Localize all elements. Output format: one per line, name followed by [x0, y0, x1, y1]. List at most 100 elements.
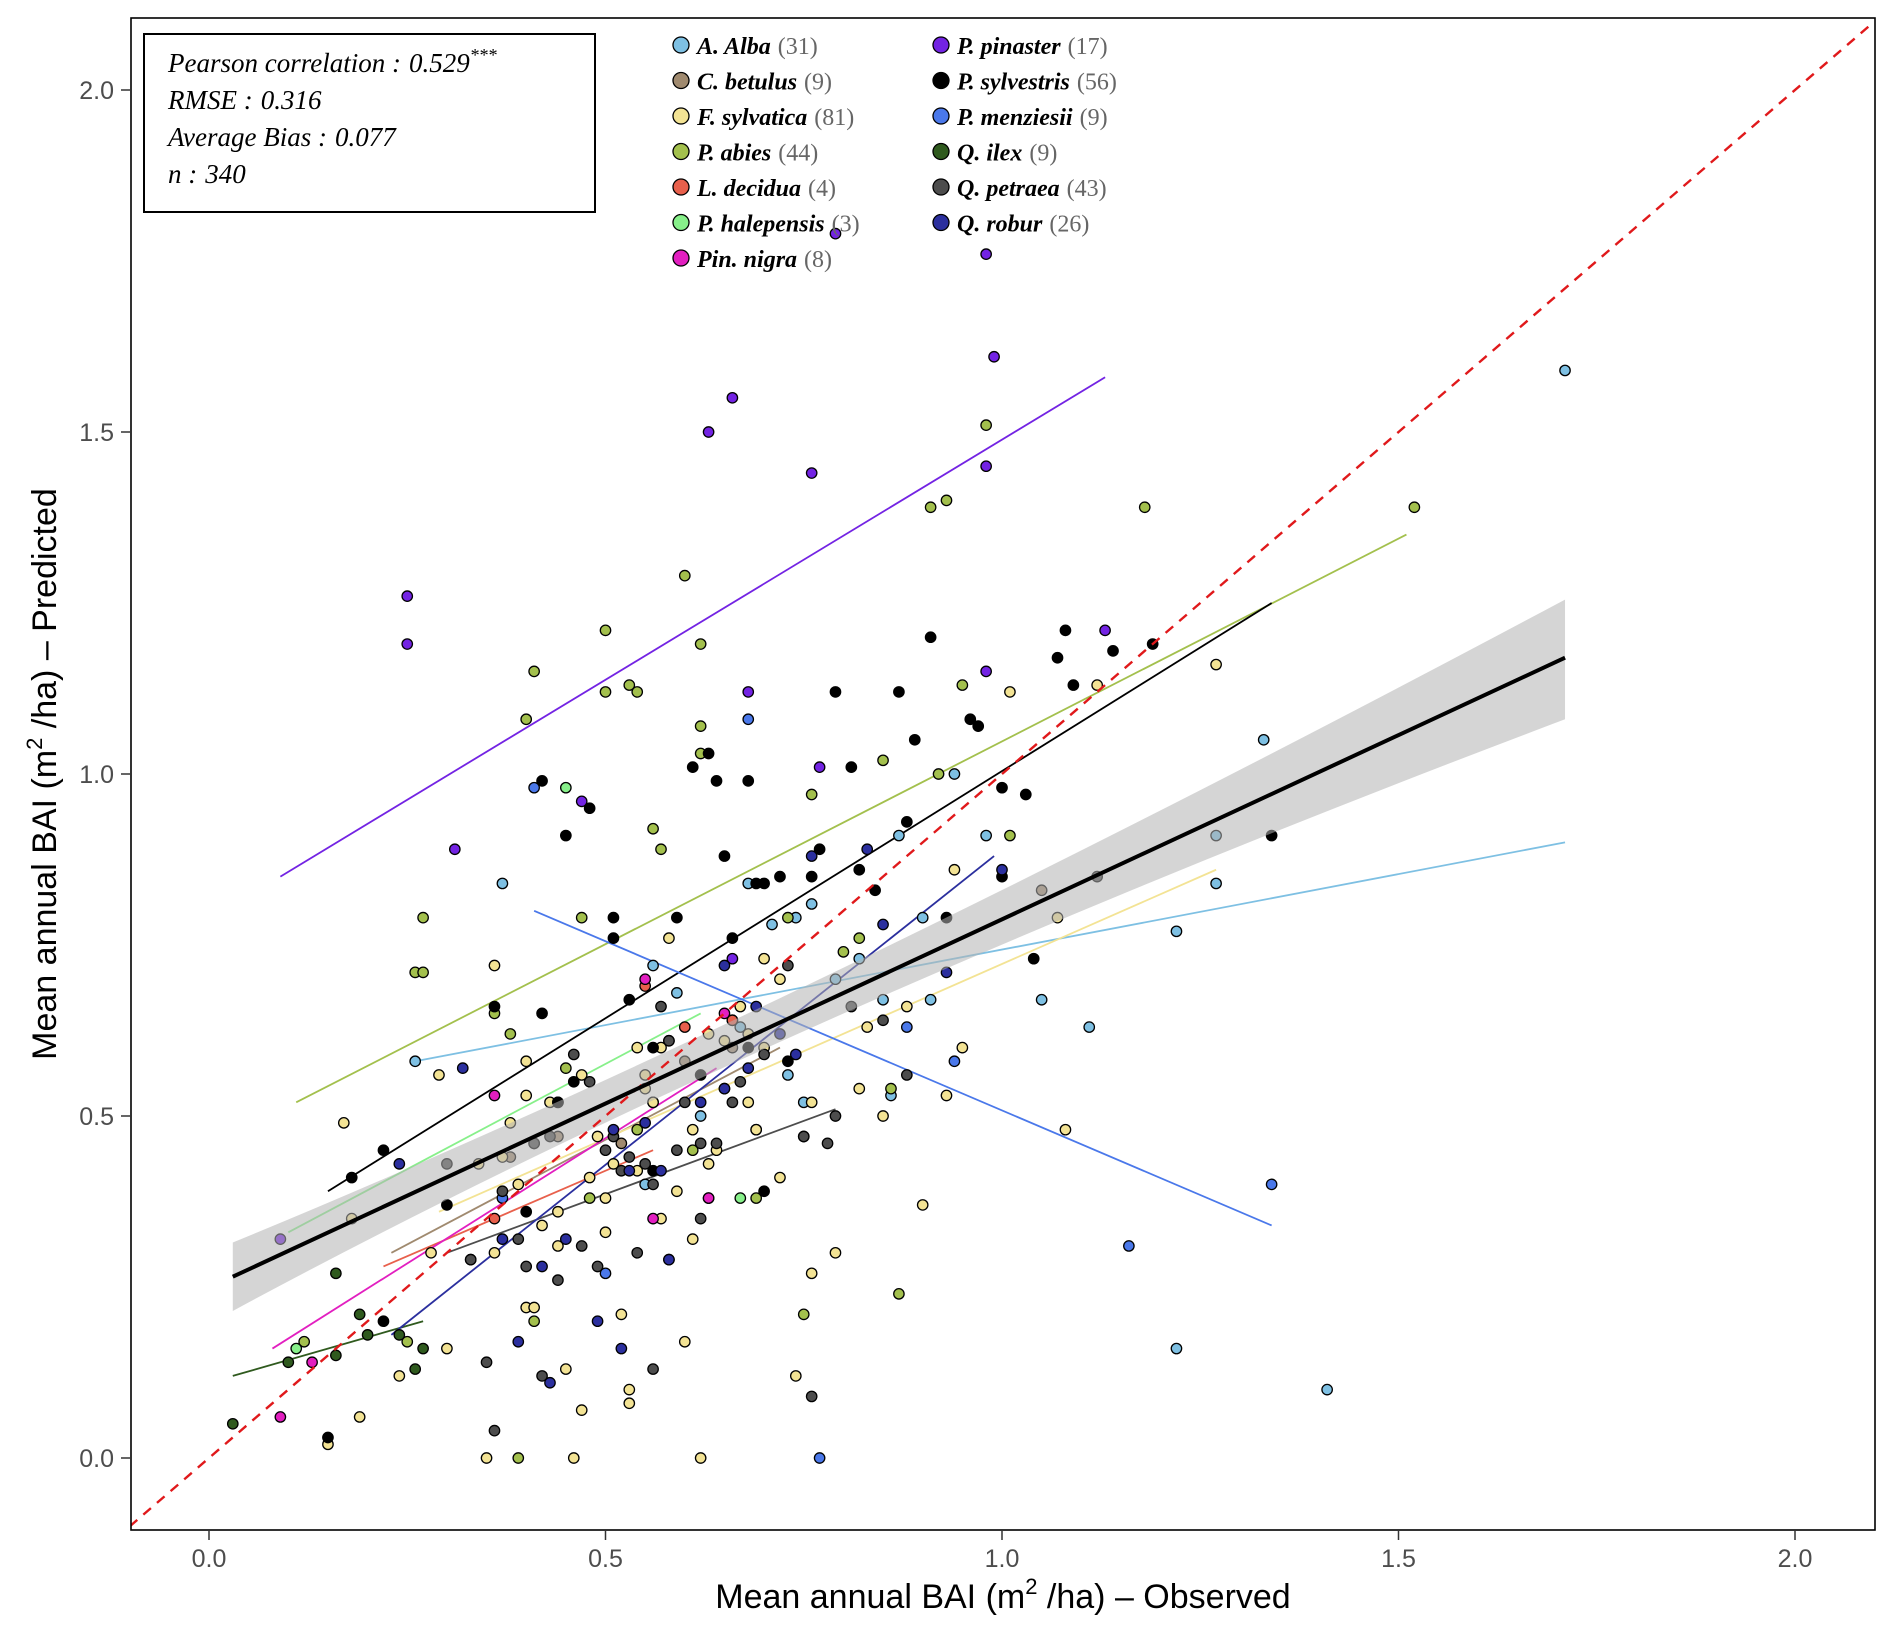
legend-item-c-betulus: C. betulus (9)	[697, 70, 832, 96]
stats-line: Average Bias : 0.077	[166, 122, 397, 152]
fit-line-p-abies	[295, 533, 1407, 1104]
point-q-robur	[663, 1253, 675, 1266]
point-p-pinaster	[829, 227, 842, 240]
point-q-robur	[718, 1082, 731, 1095]
point-p-sylvestris	[924, 631, 937, 644]
point-f-sylvatica	[488, 1246, 501, 1259]
point-q-petraea	[639, 1158, 652, 1170]
point-p-abies	[678, 569, 691, 582]
point-p-abies	[298, 1335, 311, 1348]
point-f-sylvatica	[1091, 679, 1104, 691]
stats-label: n :	[168, 159, 197, 189]
point-q-petraea	[520, 1260, 533, 1273]
point-a-alba	[1559, 364, 1571, 377]
stats-value: 0.529	[409, 48, 470, 78]
confidence-band	[232, 599, 1566, 1311]
point-f-sylvatica	[441, 1342, 453, 1355]
legend-species-name: L. decidua	[696, 176, 801, 202]
point-q-petraea	[877, 1014, 889, 1027]
point-f-sylvatica	[861, 1021, 874, 1033]
point-f-sylvatica	[607, 1158, 620, 1170]
point-f-sylvatica	[956, 1041, 969, 1054]
point-f-sylvatica	[591, 1130, 604, 1143]
point-p-sylvestris	[520, 1205, 533, 1218]
point-f-sylvatica	[758, 952, 770, 965]
legend-item-p-menziesii: P. menziesii (9)	[956, 105, 1108, 131]
point-p-sylvestris	[671, 911, 683, 924]
point-p-sylvestris	[345, 1171, 358, 1184]
point-f-sylvatica	[805, 1267, 818, 1280]
point-q-robur	[512, 1335, 525, 1348]
x-tick-label: 0.0	[192, 1545, 227, 1573]
point-f-sylvatica	[599, 1192, 612, 1204]
point-f-sylvatica	[536, 1219, 548, 1232]
point-p-sylvestris	[813, 843, 826, 856]
point-q-petraea	[655, 1000, 667, 1013]
point-p-sylvestris	[782, 1055, 794, 1068]
legend-species-name: P. halepensis	[696, 212, 825, 238]
point-p-sylvestris	[1107, 645, 1119, 657]
point-p-abies	[924, 501, 937, 514]
y-axis-label: Mean annual BAI (m2 /ha) – Predicted	[22, 488, 64, 1060]
legend-count: (9)	[804, 70, 832, 96]
point-f-sylvatica	[631, 1041, 644, 1054]
point-f-sylvatica	[686, 1123, 699, 1136]
legend-key-a-alba	[672, 36, 690, 54]
point-q-robur	[536, 1260, 548, 1273]
point-q-petraea	[782, 959, 794, 972]
point-q-petraea	[647, 1178, 659, 1191]
legend-count: (9)	[1080, 105, 1108, 131]
legend-species-name: Q. ilex	[957, 141, 1022, 167]
point-a-alba	[1083, 1021, 1096, 1033]
stats-box: Pearson correlation : 0.529*** RMSE : 0.316…	[143, 33, 596, 213]
point-q-petraea	[552, 1274, 564, 1287]
point-f-sylvatica	[789, 1370, 802, 1382]
y-tick-label: 1.0	[79, 761, 114, 789]
point-pin-nigra	[702, 1192, 715, 1204]
point-f-sylvatica	[805, 1096, 818, 1109]
point-p-sylvestris	[1051, 651, 1064, 664]
point-q-petraea	[671, 1144, 683, 1157]
stats-line: Pearson correlation : 0.529***	[167, 45, 497, 78]
legend-count: (17)	[1068, 34, 1108, 60]
legend-key-p-halepensis	[672, 213, 690, 232]
x-tick-label: 0.5	[588, 1545, 623, 1573]
point-p-pinaster	[980, 248, 992, 261]
point-f-sylvatica	[702, 1158, 715, 1170]
point-p-abies	[631, 686, 644, 698]
point-a-alba	[805, 898, 818, 910]
fit-line-f-sylvatica	[438, 868, 1217, 1213]
point-c-betulus	[615, 1137, 628, 1150]
x-tick-label: 1.5	[1381, 1545, 1416, 1573]
point-q-petraea	[496, 1185, 509, 1198]
point-p-abies	[893, 1287, 905, 1300]
point-p-sylvestris	[536, 774, 548, 787]
point-q-ilex	[330, 1267, 342, 1280]
point-q-petraea	[488, 1424, 501, 1437]
point-p-menziesii	[813, 1452, 826, 1464]
legend-key-l-decidua	[672, 178, 690, 196]
point-p-sylvestris	[686, 761, 699, 774]
point-f-sylvatica	[520, 1089, 533, 1102]
point-a-alba	[916, 911, 929, 924]
point-q-ilex	[353, 1308, 366, 1321]
point-q-petraea	[758, 1048, 770, 1061]
point-q-petraea	[678, 1096, 691, 1109]
point-q-robur	[877, 918, 889, 931]
legend-count: (8)	[804, 247, 832, 273]
point-p-pinaster	[988, 350, 1000, 363]
stats-value: 0.316	[261, 85, 322, 115]
legend-key-p-sylvestris	[932, 71, 950, 90]
point-p-abies	[1138, 501, 1151, 514]
x-axis-label: Mean annual BAI (m2 /ha) – Observed	[715, 1574, 1290, 1616]
point-q-ilex	[409, 1363, 422, 1375]
legend-species-name: Q. petraea	[957, 176, 1060, 202]
legend-count: (44)	[778, 141, 818, 167]
point-q-robur	[615, 1342, 628, 1355]
point-a-alba	[782, 1069, 794, 1081]
point-p-abies	[623, 679, 636, 691]
point-p-abies	[1004, 829, 1016, 842]
point-p-sylvestris	[845, 761, 858, 774]
point-f-sylvatica	[774, 1171, 786, 1184]
